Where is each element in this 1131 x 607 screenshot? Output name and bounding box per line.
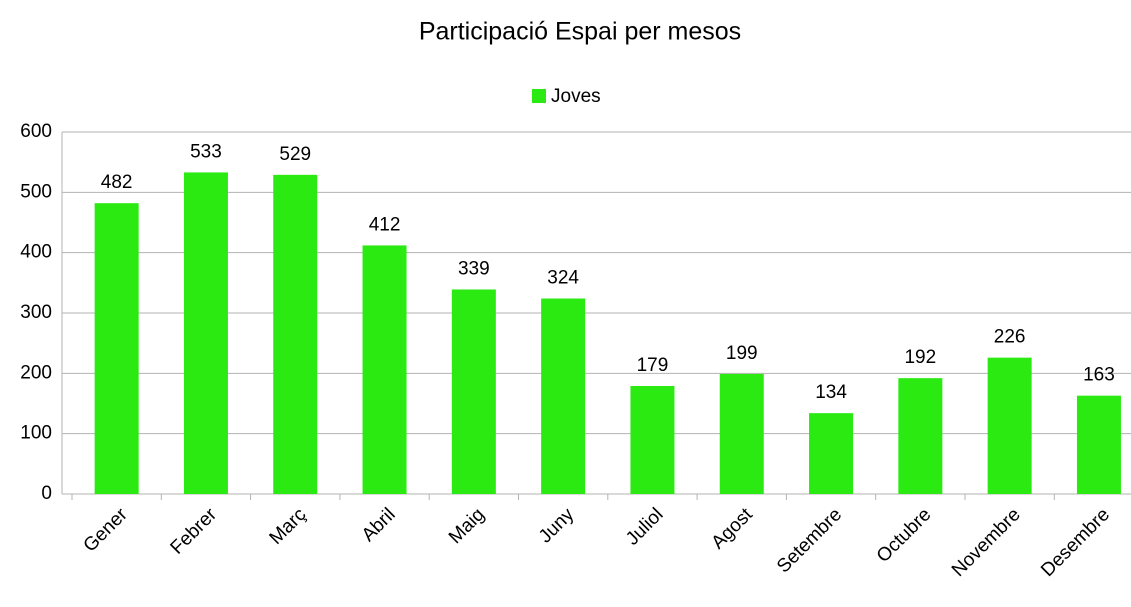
x-tick-label: Juny xyxy=(535,504,579,548)
value-label: 179 xyxy=(637,355,669,376)
y-tick-label: 300 xyxy=(20,302,52,323)
bar xyxy=(541,298,586,494)
x-tick-label: Juliol xyxy=(622,504,667,549)
x-tick-label: Març xyxy=(266,504,311,549)
bar xyxy=(898,378,943,494)
bar xyxy=(630,386,675,494)
value-label: 199 xyxy=(726,343,758,364)
x-tick-label: Agost xyxy=(708,504,758,554)
x-tick-label: Febrer xyxy=(167,504,222,559)
y-tick-label: 600 xyxy=(20,121,52,142)
bar xyxy=(809,413,854,494)
bar xyxy=(94,203,139,494)
y-tick-label: 200 xyxy=(20,362,52,383)
legend-swatch xyxy=(532,89,546,103)
chart-title: Participació Espai per mesos xyxy=(419,18,741,46)
bar xyxy=(273,174,318,494)
value-label: 324 xyxy=(547,268,579,289)
x-tick-label: Novembre xyxy=(948,504,1025,581)
bar xyxy=(451,289,496,494)
value-label: 192 xyxy=(904,347,936,368)
bar xyxy=(719,373,764,494)
value-label: 533 xyxy=(190,141,222,162)
x-tick-label: Desembre xyxy=(1037,504,1114,581)
x-tick-label: Gener xyxy=(80,504,133,557)
bar xyxy=(362,245,407,494)
y-tick-label: 0 xyxy=(41,483,52,504)
legend-label: Joves xyxy=(551,86,601,107)
value-label: 339 xyxy=(458,258,490,279)
value-label: 482 xyxy=(101,172,133,193)
bar xyxy=(183,172,228,494)
y-tick-label: 100 xyxy=(20,423,52,444)
value-label: 226 xyxy=(994,327,1026,348)
value-label: 412 xyxy=(369,214,401,235)
x-tick-label: Setembre xyxy=(773,504,846,577)
y-tick-label: 500 xyxy=(20,181,52,202)
bar xyxy=(987,357,1032,494)
value-label: 134 xyxy=(815,382,847,403)
x-tick-label: Octubre xyxy=(873,504,936,567)
bar xyxy=(1076,395,1121,494)
value-label: 163 xyxy=(1083,365,1115,386)
y-tick-label: 400 xyxy=(20,242,52,263)
x-tick-label: Abril xyxy=(358,504,400,546)
x-tick-label: Maig xyxy=(445,504,489,548)
value-label: 529 xyxy=(279,144,311,165)
